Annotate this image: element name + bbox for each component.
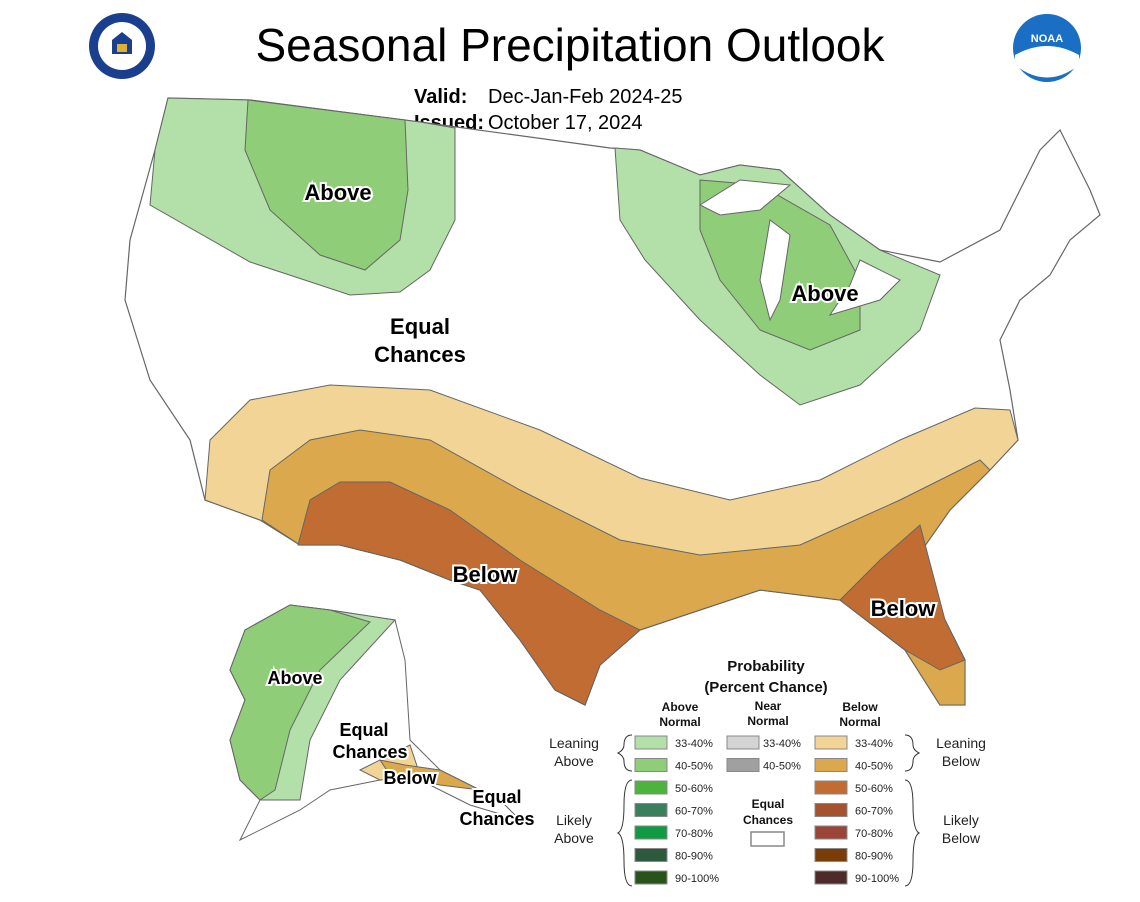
brace-likely-above	[616, 779, 633, 887]
issued-value: October 17, 2024	[488, 112, 643, 134]
legend-label-above-1: 40-50%	[675, 761, 713, 773]
legend-label-above-2: 50-60%	[675, 783, 713, 795]
label-alaska-se-equal-line1: Equal	[472, 787, 521, 807]
legend-swatch-near-0	[726, 735, 760, 750]
legend-leaning-below: Leaning	[936, 735, 986, 751]
legend-label-above-0: 33-40%	[675, 738, 713, 750]
legend-label-above-4: 70-80%	[675, 828, 713, 840]
legend-swatch-equal	[750, 831, 785, 847]
legend-swatch-above-2	[634, 780, 668, 795]
legend-swatch-above-4	[634, 825, 668, 840]
noaa-logo: NOAA	[1013, 14, 1081, 82]
legend-col-above: Above	[662, 700, 699, 714]
legend-leaning-below-2: Below	[942, 753, 981, 769]
legend-swatch-near-1	[726, 758, 760, 772]
legend-swatches: 33-40% 40-50% 50-60% 60-70% 70-80% 80-90% 90-1…	[634, 735, 899, 885]
legend-swatch-below-4	[814, 825, 848, 840]
legend-swatch-above-3	[634, 803, 668, 817]
legend-likely-below-2: Below	[942, 830, 981, 846]
great-lakes-water	[698, 179, 901, 322]
legend-label-above-6: 90-100%	[675, 873, 719, 885]
valid-label: Valid:	[414, 86, 468, 108]
legend-label-below-0: 33-40%	[855, 738, 893, 750]
legend-label-below-3: 60-70%	[855, 806, 893, 818]
label-great-lakes-above: Above	[791, 281, 858, 306]
legend-swatch-below-3	[814, 803, 848, 817]
label-alaska-se-equal-line2: Chances	[459, 809, 534, 829]
valid-line: Valid: Dec-Jan-Feb 2024-25	[414, 86, 683, 109]
page-title: Seasonal Precipitation Outlook	[255, 19, 885, 71]
legend: Probability (Percent Chance) Above Norma…	[549, 658, 986, 887]
legend-swatch-above-1	[634, 758, 668, 772]
legend-title-line2: (Percent Chance)	[704, 679, 827, 696]
legend-label-below-1: 40-50%	[855, 761, 893, 773]
legend-label-near-0: 33-40%	[763, 738, 801, 750]
region-below-50-60-southeast	[839, 524, 966, 671]
legend-swatch-below-6	[814, 870, 848, 885]
legend-leaning-above-2: Above	[554, 753, 594, 769]
legend-swatch-below-1	[814, 758, 848, 772]
legend-equal: Equal	[752, 797, 785, 811]
legend-swatch-above-6	[634, 870, 668, 885]
legend-col-near-2: Normal	[747, 714, 788, 728]
label-northwest-above: Above	[304, 180, 371, 205]
region-below-50-60-southwest	[297, 481, 641, 706]
legend-leaning-above: Leaning	[549, 735, 599, 751]
legend-title-line1: Probability	[727, 658, 805, 675]
brace-leaning-above	[616, 734, 633, 772]
legend-label-below-2: 50-60%	[855, 783, 893, 795]
label-alaska-below: Below	[383, 768, 437, 788]
legend-col-above-2: Normal	[659, 715, 700, 729]
label-southeast-below: Below	[871, 596, 937, 621]
legend-label-above-5: 80-90%	[675, 851, 713, 863]
legend-label-below-4: 70-80%	[855, 828, 893, 840]
legend-likely-above-2: Above	[554, 830, 594, 846]
commerce-seal-logo	[89, 13, 155, 79]
region-above-40-50-northwest	[244, 99, 409, 271]
alaska-above-40-50	[229, 604, 371, 801]
legend-col-below: Below	[842, 700, 878, 714]
legend-swatch-below-2	[814, 780, 848, 795]
svg-text:NOAA: NOAA	[1031, 33, 1063, 45]
brace-leaning-below	[904, 734, 921, 772]
legend-swatch-below-0	[814, 735, 848, 750]
label-alaska-equal-line1: Equal	[339, 720, 388, 740]
valid-value: Dec-Jan-Feb 2024-25	[488, 86, 683, 108]
brace-likely-below	[904, 779, 921, 887]
legend-equal-2: Chances	[743, 813, 793, 827]
label-equal-line1: Equal	[390, 314, 450, 339]
legend-swatch-below-5	[814, 848, 848, 862]
legend-label-above-3: 60-70%	[675, 806, 713, 818]
label-alaska-above: Above	[267, 668, 322, 688]
label-equal-line2: Chances	[374, 342, 466, 367]
legend-col-below-2: Normal	[839, 715, 880, 729]
legend-label-near-1: 40-50%	[763, 761, 801, 773]
legend-likely-below: Likely	[943, 812, 979, 828]
alaska-below-40-50	[378, 759, 481, 791]
legend-label-below-5: 80-90%	[855, 851, 893, 863]
legend-swatch-above-0	[634, 735, 668, 750]
legend-swatch-above-5	[634, 848, 668, 862]
legend-label-below-6: 90-100%	[855, 873, 899, 885]
label-alaska-equal-line2: Chances	[332, 742, 407, 762]
legend-likely-above: Likely	[556, 812, 592, 828]
legend-col-near: Near	[755, 699, 782, 713]
label-south-central-below: Below	[453, 562, 519, 587]
